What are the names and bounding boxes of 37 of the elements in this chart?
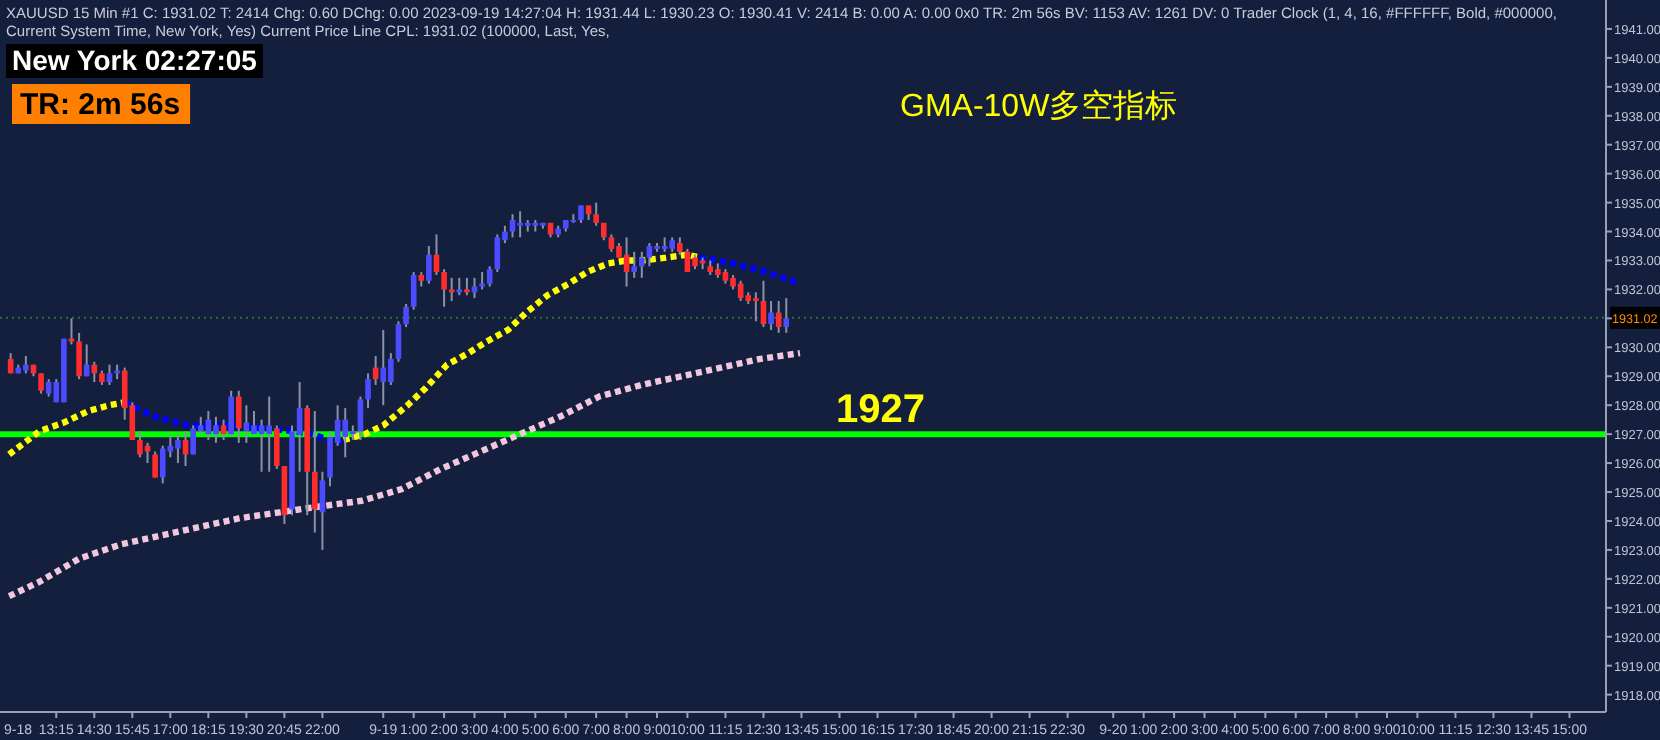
candlestick: [235, 389, 242, 444]
candlestick: [273, 424, 280, 470]
candlestick: [319, 470, 326, 551]
candlestick: [783, 297, 790, 334]
candlestick: [380, 328, 387, 407]
candlestick: [220, 418, 227, 441]
candlestick: [441, 268, 447, 308]
candlestick: [509, 213, 516, 239]
candlestick: [410, 271, 417, 311]
candlestick: [517, 210, 523, 239]
candlestick: [175, 433, 181, 465]
candlestick: [76, 331, 82, 381]
candlestick: [403, 302, 409, 329]
candlestick: [106, 363, 113, 386]
timer: TR: 2m 56s: [12, 84, 191, 124]
candlestick: [342, 407, 349, 459]
candlestick: [768, 300, 774, 331]
candlestick: [152, 450, 158, 479]
candlestick: [38, 372, 44, 395]
candlestick: [646, 242, 653, 268]
annotation: GMA-10W多空指标: [900, 88, 1178, 124]
candlestick: [258, 418, 265, 473]
clock: New York 02:27:05: [6, 44, 263, 78]
candlestick: [357, 395, 364, 441]
candlestick: [365, 372, 371, 410]
candlestick: [593, 201, 599, 227]
candlestick: [91, 360, 98, 384]
candlestick: [631, 250, 637, 279]
candlestick: [638, 250, 645, 279]
candlestick: [266, 395, 272, 473]
ref-line-label: 1927: [836, 388, 925, 433]
candlestick: [213, 415, 219, 444]
candlestick: [228, 389, 234, 439]
candlestick: [137, 430, 143, 459]
candlestick: [68, 317, 75, 346]
candlestick: [448, 276, 455, 303]
annotation: TR: 2m 56s: [20, 88, 181, 122]
